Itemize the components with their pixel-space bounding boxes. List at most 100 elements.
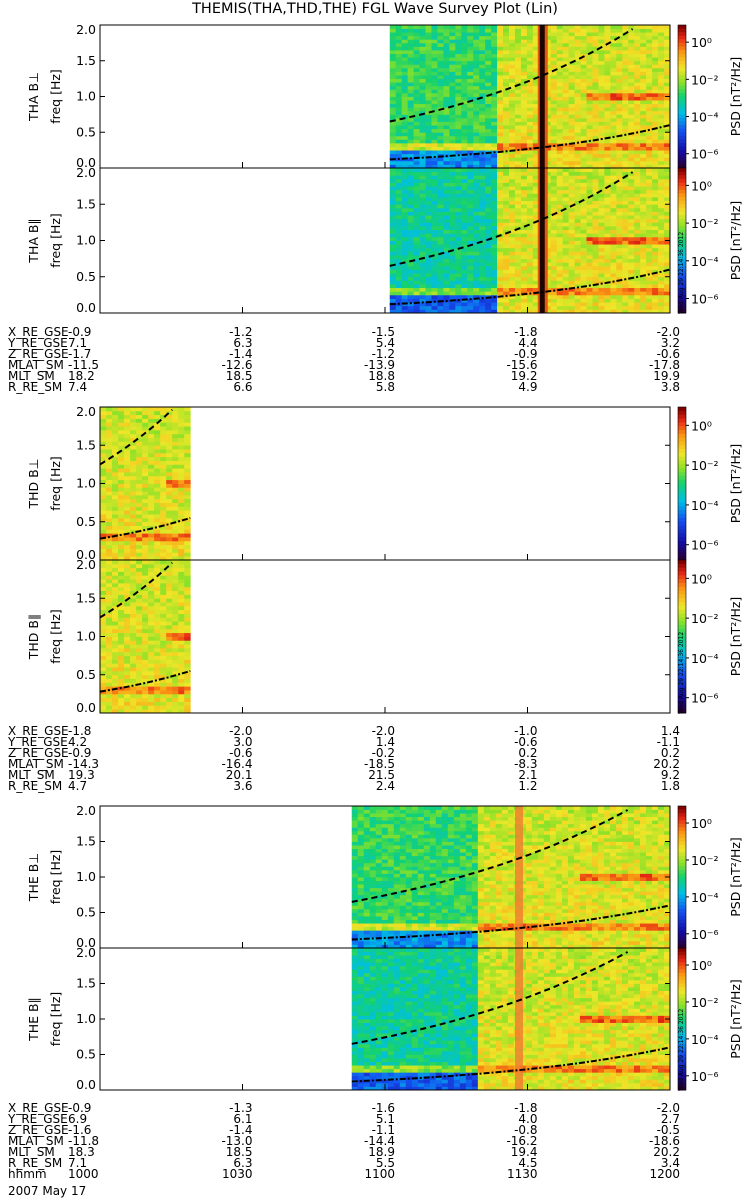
spectrogram-cell	[610, 75, 617, 80]
spectrogram-cell	[413, 57, 420, 62]
spectrogram-cell	[461, 265, 468, 270]
spectrogram-cell	[100, 582, 107, 588]
spectrogram-cell	[124, 414, 131, 419]
spectrogram-cell	[407, 247, 414, 252]
spectrogram-cell	[497, 60, 504, 65]
colorbar-swatch	[678, 171, 686, 176]
spectrogram-cell	[562, 193, 570, 198]
spectrogram-cell	[628, 255, 635, 260]
spectrogram-cell	[148, 537, 155, 542]
spectrogram-cell	[437, 265, 444, 270]
spectrogram-cell	[118, 709, 125, 714]
spectrogram-cell	[652, 25, 659, 29]
spectrogram-cell	[622, 215, 629, 220]
spectrogram-cell	[550, 71, 558, 76]
spectrogram-cell	[514, 240, 522, 245]
spectrogram-cell	[389, 226, 397, 231]
spectrogram-cell	[136, 483, 143, 488]
colorbar-swatch	[678, 437, 686, 442]
spectrogram-cell	[634, 92, 641, 97]
spectrogram-cell	[604, 226, 611, 231]
spectrogram-cell	[100, 452, 107, 458]
spectrogram-cell	[509, 302, 516, 307]
spectrogram-cell	[544, 92, 552, 97]
spectrogram-cell	[509, 218, 516, 223]
spectrogram-cell	[580, 280, 587, 285]
spectrogram-cell	[467, 82, 474, 87]
spectrogram-cell	[574, 186, 581, 191]
spectrogram-cell	[592, 107, 599, 112]
spectrogram-cell	[616, 197, 623, 202]
spectrogram-cell	[413, 100, 420, 105]
spectrogram-cell	[100, 487, 107, 492]
spectrogram-cell	[640, 229, 647, 234]
spectrogram-cell	[652, 211, 659, 216]
spectrogram-cell	[562, 135, 570, 140]
spectrogram-cell	[485, 247, 492, 252]
spectrogram-cell	[628, 222, 635, 227]
spectrogram-cell	[556, 298, 564, 303]
spectrogram-cell	[154, 422, 161, 427]
spectrogram-cell	[556, 251, 564, 256]
spectrogram-cell	[431, 25, 438, 29]
spectrogram-cell	[634, 100, 641, 105]
spectrogram-cell	[562, 78, 570, 83]
spectrogram-cell	[616, 207, 623, 212]
spectrogram-cell	[425, 117, 432, 122]
spectrogram-cell	[461, 305, 468, 310]
spectrogram-cell	[526, 96, 534, 101]
spectrogram-cell	[586, 258, 593, 263]
spectrogram-cell	[610, 262, 617, 267]
spectrogram-cell	[449, 53, 456, 58]
spectrogram-cell	[437, 39, 444, 44]
spectrogram-cell	[184, 479, 191, 484]
spectrogram-cell	[550, 92, 558, 97]
colorbar-tick-label: 10⁻⁶	[691, 292, 719, 307]
spectrogram-cell	[473, 132, 480, 137]
spectrogram-cell	[640, 236, 647, 241]
spectrogram-cell	[509, 276, 516, 281]
spectrogram-cell	[652, 284, 659, 289]
spectrogram-cell	[437, 240, 444, 245]
spectrogram-cell	[652, 135, 659, 140]
spectrogram-cell	[100, 605, 107, 611]
spectrogram-cell	[136, 514, 143, 519]
spectrogram-cell	[544, 160, 552, 165]
colorbar-swatch	[678, 121, 686, 126]
spectrogram-cell	[634, 284, 641, 289]
spectrogram-cell	[586, 287, 593, 292]
spectrogram-cell	[664, 132, 671, 137]
spectrogram-cell	[112, 514, 119, 519]
spectrogram-cell	[550, 121, 558, 126]
spectrogram-cell	[520, 171, 528, 176]
spectrogram-cell	[634, 153, 641, 158]
spectrogram-cell	[395, 150, 403, 155]
spectrogram-cell	[598, 197, 605, 202]
spectrogram-cell	[461, 135, 468, 140]
spectrogram-cell	[455, 171, 462, 176]
spectrogram-cell	[610, 110, 617, 115]
spectrogram-cell	[604, 291, 611, 296]
spectrogram-cell	[130, 602, 137, 607]
spectrogram-cell	[491, 153, 498, 158]
spectrogram-cell	[407, 291, 414, 296]
spectrogram-cell	[664, 153, 671, 158]
spectrogram-cell	[664, 287, 671, 292]
spectrogram-cell	[124, 621, 131, 626]
spectrogram-cell	[413, 117, 420, 122]
spectrogram-cell	[136, 445, 143, 450]
spectrogram-cell	[640, 46, 647, 51]
spectrogram-cell	[491, 269, 498, 274]
spectrogram-cell	[580, 135, 587, 140]
spectrogram-cell	[550, 233, 558, 238]
spectrogram-cell	[550, 57, 558, 62]
spectrogram-cell	[467, 78, 474, 83]
spectrogram-cell	[106, 410, 113, 416]
spectrogram-cell	[485, 71, 492, 76]
spectrogram-cell	[485, 233, 492, 238]
spectrogram-cell	[142, 563, 149, 569]
spectrogram-cell	[586, 25, 593, 29]
